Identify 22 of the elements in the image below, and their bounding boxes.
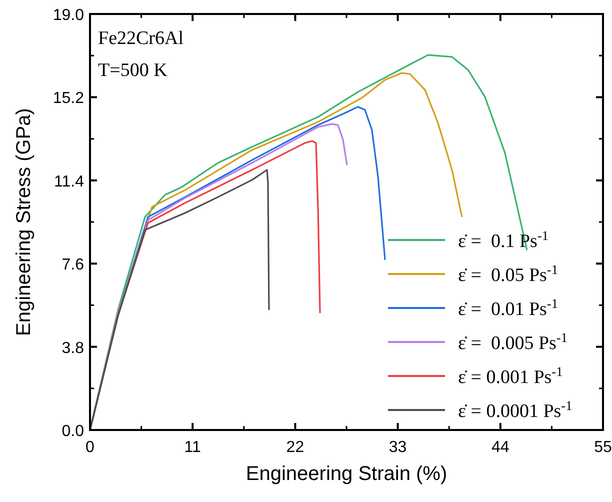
x-tick-label: 22	[286, 439, 304, 456]
legend-label: ε̇ = 0.0001 Ps$^{-1}$	[458, 398, 572, 422]
y-tick-label: 11.4	[54, 173, 84, 190]
x-tick-label: 33	[388, 439, 407, 456]
legend-label: ε̇ = 0.001 Ps$^{-1}$	[458, 364, 563, 388]
x-tick-label: 44	[492, 439, 510, 456]
y-tick-label: 7.6	[62, 256, 84, 274]
y-tick-label: 15.2	[52, 90, 84, 108]
y-tick-label: 0.0	[62, 423, 84, 440]
y-tick-label: 3.8	[62, 340, 84, 357]
annotation: T=500 K	[98, 60, 168, 81]
legend-label: ε̇ = 0.05 Ps$^{-1}$	[458, 262, 558, 286]
y-axis-title: Engineering Stress (GPa)	[13, 108, 35, 336]
x-axis-title: Engineering Strain (%)	[246, 463, 448, 485]
legend-label: ε̇ = 0.005 Ps$^{-1}$	[458, 330, 568, 354]
y-tick-label: 19.0	[52, 7, 84, 24]
x-tick-label: 55	[594, 439, 612, 456]
x-tick-label: 0	[86, 439, 95, 456]
line-series	[89, 169, 270, 431]
legend-label: ε̇ = 0.01 Ps$^{-1}$	[458, 296, 558, 320]
x-tick-label: 11	[184, 439, 202, 456]
annotation: Fe22Cr6Al	[98, 28, 184, 49]
